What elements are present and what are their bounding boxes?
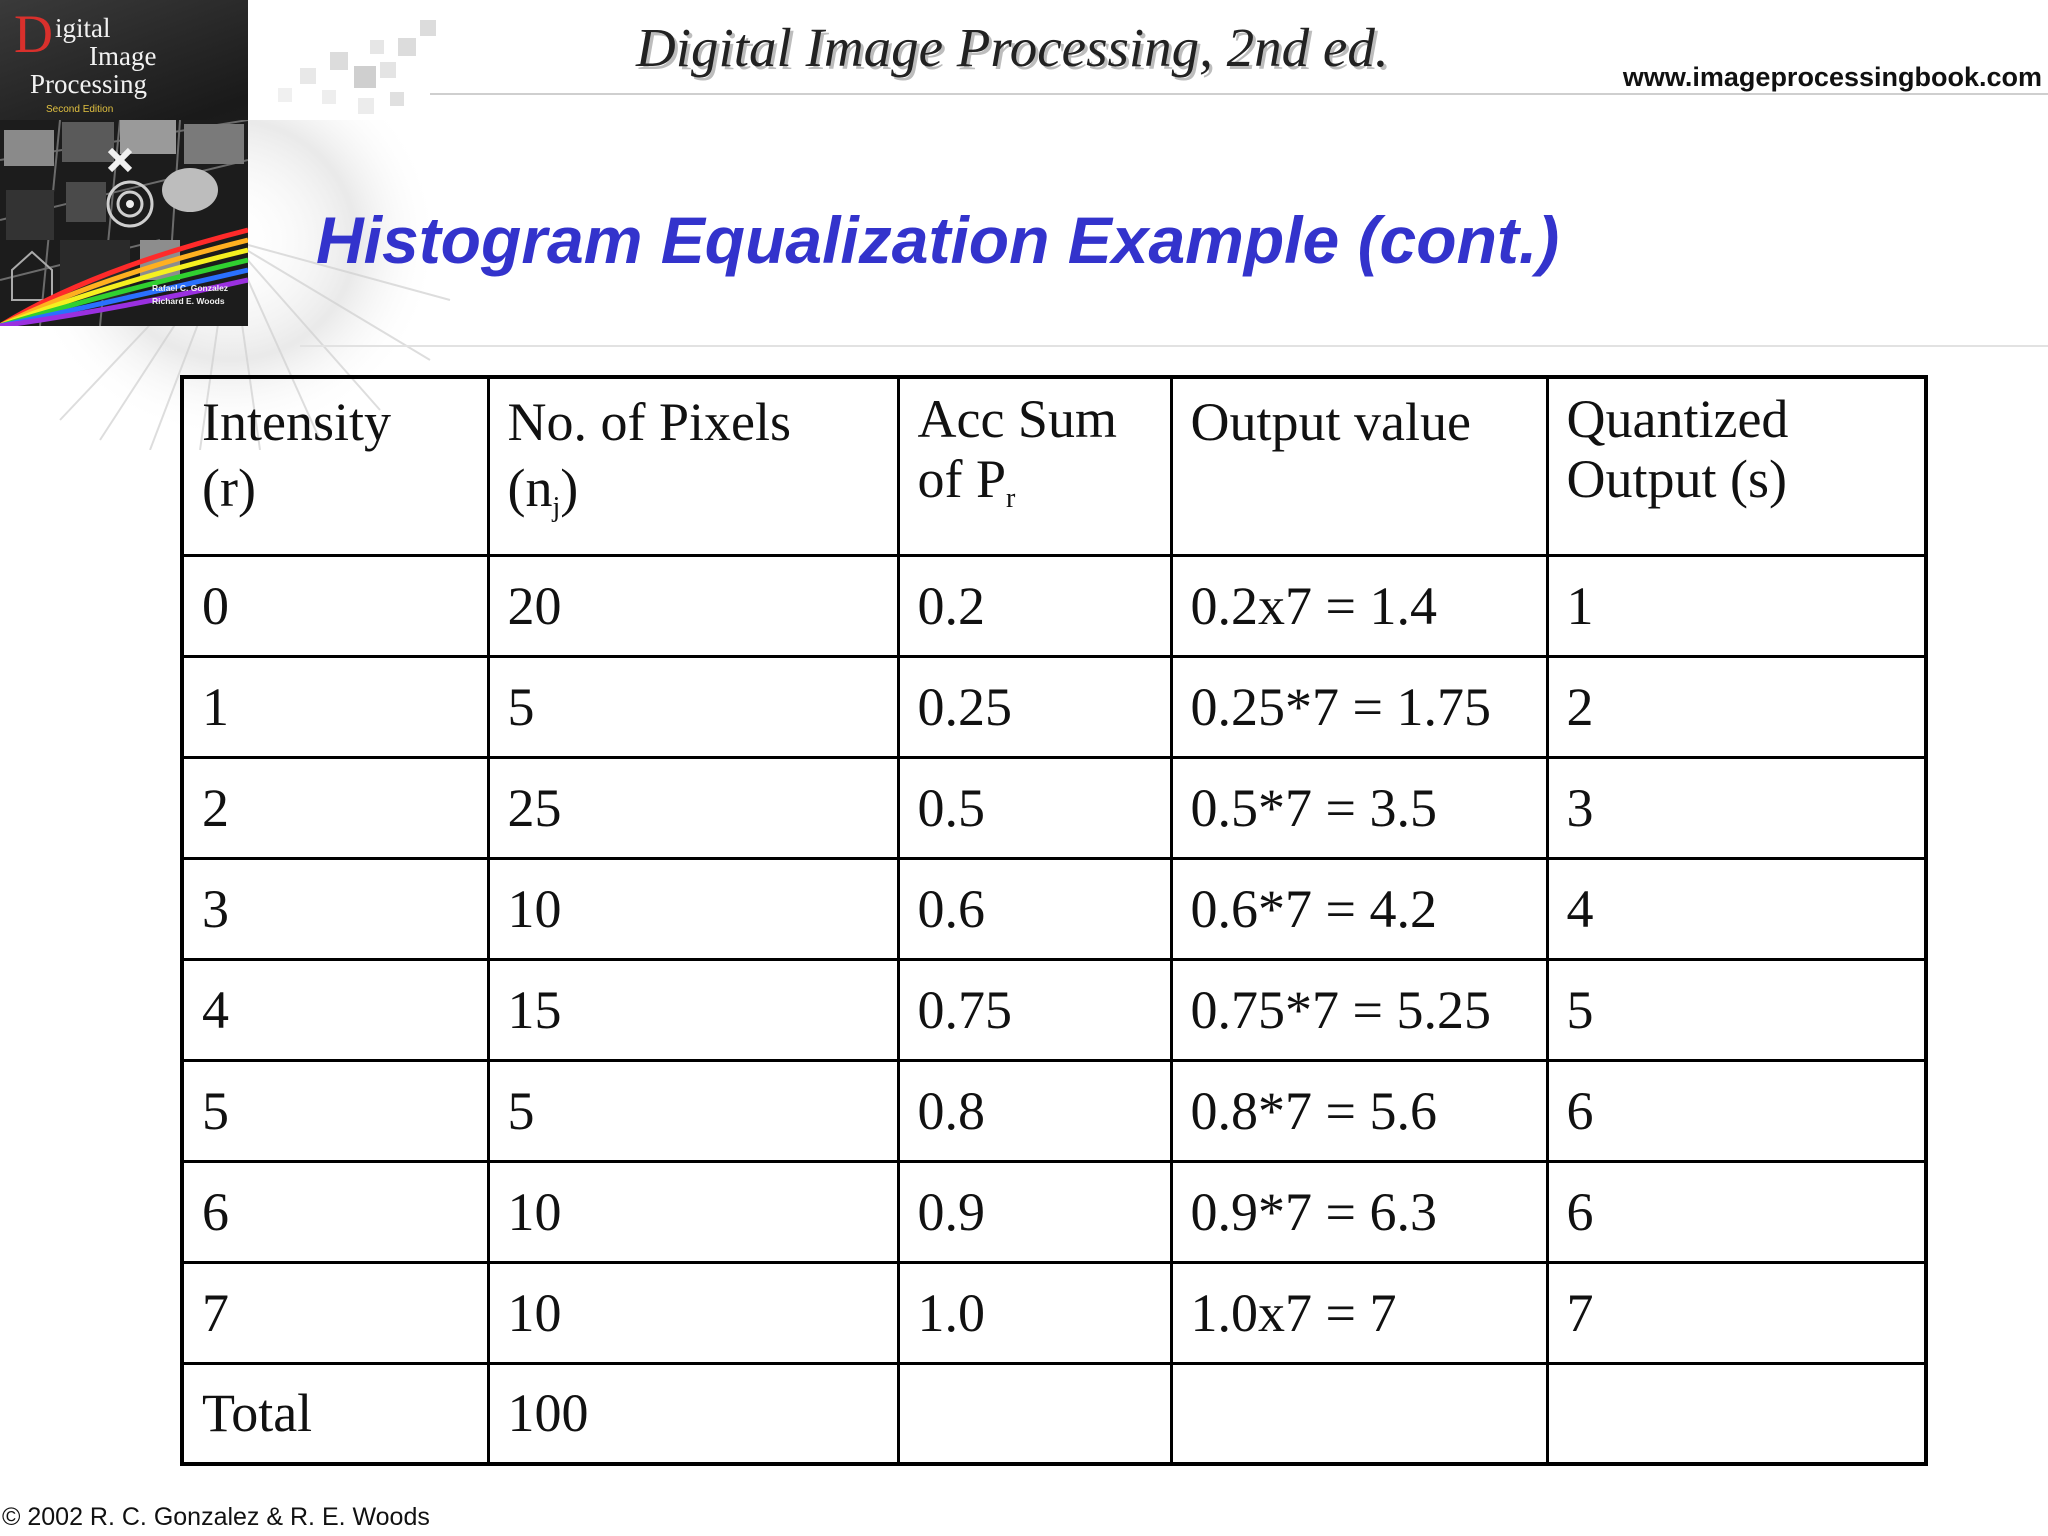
table-cell: 2: [1545, 654, 1928, 759]
table-cell: 6: [1545, 1159, 1928, 1264]
table-cell: 100: [486, 1361, 900, 1466]
table-cell: 6: [180, 1159, 490, 1264]
title-divider: [300, 345, 2048, 347]
table-cell: 0.9*7 = 6.3: [1169, 1159, 1549, 1264]
table-cell: 0.8: [896, 1058, 1173, 1163]
header-quantized-output: Quantized Output (s): [1545, 375, 1928, 557]
table-cell: 10: [486, 1260, 900, 1365]
table-row: 0 20 0.2 0.2x7 = 1.4 1: [180, 553, 1928, 658]
cover-edition: Second Edition: [46, 104, 114, 115]
table-cell: 0.9: [896, 1159, 1173, 1264]
header-text: Output (s): [1566, 449, 1787, 509]
header-text: of P: [917, 449, 1007, 509]
table-cell: 4: [1545, 856, 1928, 961]
book-title: Digital Image Processing, 2nd ed.: [636, 17, 1389, 78]
table-cell: 3: [1545, 755, 1928, 860]
header-text: Output value: [1190, 392, 1471, 452]
table-cell: 5: [1545, 957, 1928, 1062]
cover-title-line1: igital: [55, 13, 111, 43]
table-cell: 0.75: [896, 957, 1173, 1062]
header-text: ): [560, 458, 579, 518]
table-cell: 15: [486, 957, 900, 1062]
header-text: Acc Sum: [917, 389, 1117, 449]
header-intensity: Intensity (r): [180, 375, 490, 557]
cover-collage-graphic: [0, 120, 248, 326]
header-text: No. of Pixels: [507, 392, 792, 452]
header-subscript: r: [1006, 483, 1016, 514]
table-cell: 10: [486, 1159, 900, 1264]
table-cell: 0.75*7 = 5.25: [1169, 957, 1549, 1062]
table-cell: 0.6*7 = 4.2: [1169, 856, 1549, 961]
table-cell: 2: [180, 755, 490, 860]
cover-title-line2: Image: [89, 41, 157, 71]
table-cell: 0.8*7 = 5.6: [1169, 1058, 1549, 1163]
table-cell: 25: [486, 755, 900, 860]
table-cell: [896, 1361, 1173, 1466]
cover-author-2: Richard E. Woods: [152, 296, 225, 306]
table-cell: 7: [1545, 1260, 1928, 1365]
table-row: 1 5 0.25 0.25*7 = 1.75 2: [180, 654, 1928, 759]
table-cell: 5: [486, 654, 900, 759]
header-text: (r): [202, 458, 256, 518]
table-cell: 1: [1545, 553, 1928, 658]
slide-title: Histogram Equalization Example (cont.): [316, 203, 1560, 277]
histogram-equalization-table: Intensity (r) No. of Pixels (nj) Acc Sum…: [180, 375, 1928, 1466]
table-cell: 0: [180, 553, 490, 658]
table-cell: 0.25*7 = 1.75: [1169, 654, 1549, 759]
table-cell: [1545, 1361, 1928, 1466]
table-cell: [1169, 1361, 1549, 1466]
table-row: 4 15 0.75 0.75*7 = 5.25 5: [180, 957, 1928, 1062]
header-text: (n: [507, 458, 553, 518]
table-row: 6 10 0.9 0.9*7 = 6.3 6: [180, 1159, 1928, 1264]
table-cell: 5: [486, 1058, 900, 1163]
table-cell: 0.5*7 = 3.5: [1169, 755, 1549, 860]
header-no-of-pixels: No. of Pixels (nj): [486, 375, 900, 557]
table-row: Total 100: [180, 1361, 1928, 1466]
table-row: 2 25 0.5 0.5*7 = 3.5 3: [180, 755, 1928, 860]
table-cell: 0.6: [896, 856, 1173, 961]
table-cell: 1: [180, 654, 490, 759]
cover-authors: Rafael C. Gonzalez Richard E. Woods: [152, 282, 244, 308]
table-header-row: Intensity (r) No. of Pixels (nj) Acc Sum…: [180, 375, 1928, 557]
website-url: www.imageprocessingbook.com: [1622, 62, 2042, 92]
table-cell: 0.25: [896, 654, 1173, 759]
header-acc-sum: Acc Sum of Pr: [896, 375, 1173, 557]
table-cell: Total: [180, 1361, 490, 1466]
header-subscript: j: [552, 492, 561, 523]
table-row: 3 10 0.6 0.6*7 = 4.2 4: [180, 856, 1928, 961]
header-text: Quantized: [1566, 389, 1789, 449]
cover-title-initial: D: [14, 4, 53, 64]
table-cell: 5: [180, 1058, 490, 1163]
table-cell: 10: [486, 856, 900, 961]
cover-author-1: Rafael C. Gonzalez: [152, 283, 229, 293]
table-cell: 1.0: [896, 1260, 1173, 1365]
table-cell: 7: [180, 1260, 490, 1365]
table-cell: 0.2x7 = 1.4: [1169, 553, 1549, 658]
decorative-pixel-squares: [278, 20, 436, 114]
header-output-value: Output value: [1169, 375, 1549, 557]
table-cell: 20: [486, 553, 900, 658]
table-cell: 4: [180, 957, 490, 1062]
table-cell: 3: [180, 856, 490, 961]
table-cell: 0.5: [896, 755, 1173, 860]
table-cell: 1.0x7 = 7: [1169, 1260, 1549, 1365]
header-divider: [430, 93, 2048, 95]
table-cell: 6: [1545, 1058, 1928, 1163]
table-cell: 0.2: [896, 553, 1173, 658]
header-text: Intensity: [202, 392, 391, 452]
cover-title-line3: Processing: [30, 69, 147, 99]
table-row: 5 5 0.8 0.8*7 = 5.6 6: [180, 1058, 1928, 1163]
copyright-footer: © 2002 R. C. Gonzalez & R. E. Woods: [2, 1503, 430, 1531]
